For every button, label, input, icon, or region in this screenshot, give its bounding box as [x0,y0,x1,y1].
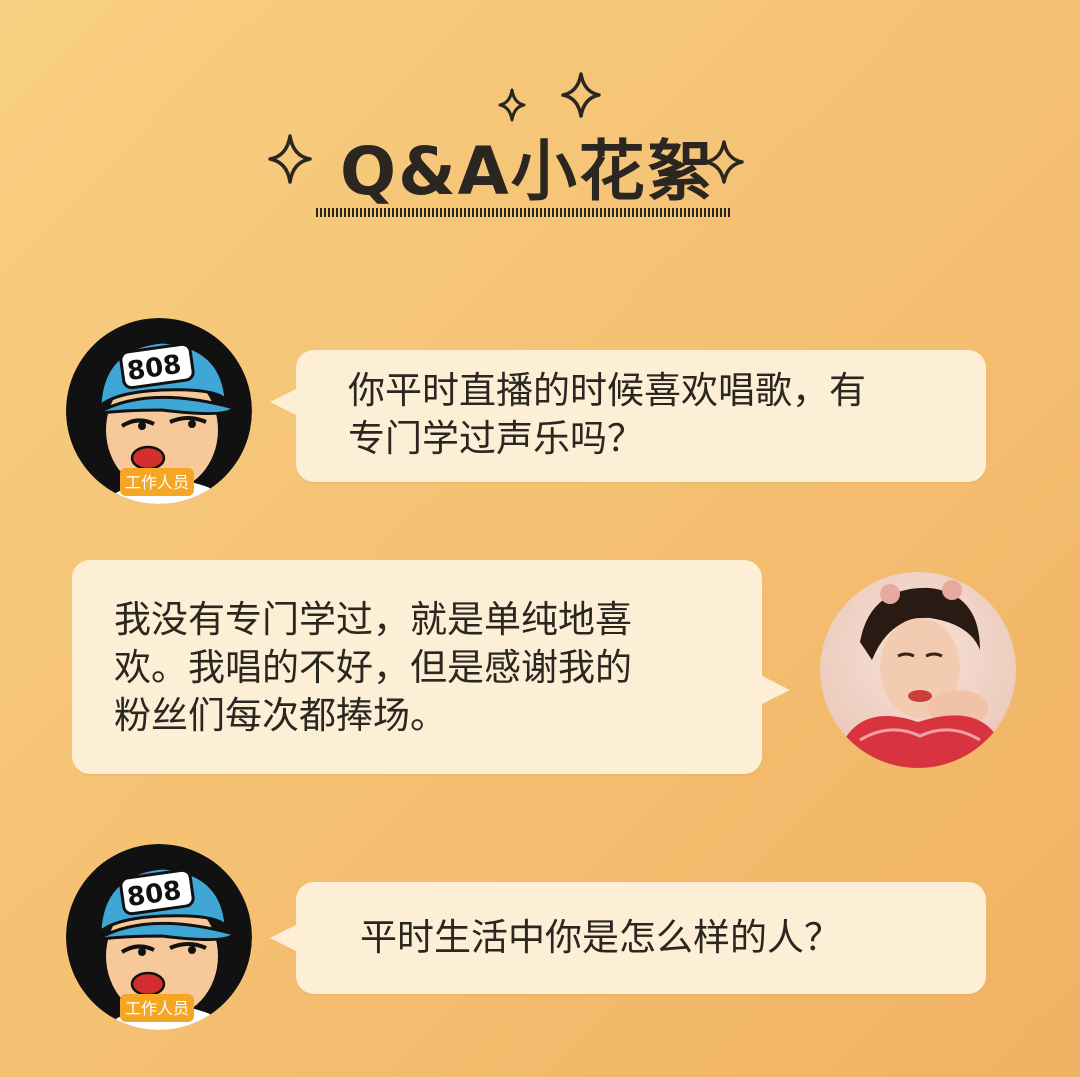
sparkle-icon [498,88,526,122]
message-text-2: 我没有专门学过，就是单纯地喜 欢。我唱的不好，但是感谢我的 粉丝们每次都捧场。 [114,598,632,737]
sparkle-icon [561,72,601,118]
bubble-tail [270,924,298,952]
title-section: Q&A小花絮 [0,0,1080,230]
cap-number: 808 [125,876,183,913]
message-bubble-1: 你平时直播的时候喜欢唱歌，有 专门学过声乐吗？ [296,350,986,482]
sparkle-icon [704,140,744,184]
page-title: Q&A小花絮 [340,133,715,210]
message-bubble-3: 平时生活中你是怎么样的人？ [296,882,986,994]
staff-badge: 工作人员 [125,473,189,492]
title-underline [316,208,730,217]
guest-avatar [820,572,1016,768]
message-text-1: 你平时直播的时候喜欢唱歌，有 专门学过声乐吗？ [348,369,866,460]
staff-avatar: 808 工作人员 [66,318,252,504]
message-bubble-2: 我没有专门学过，就是单纯地喜 欢。我唱的不好，但是感谢我的 粉丝们每次都捧场。 [72,560,762,774]
staff-badge: 工作人员 [125,999,189,1018]
message-text-3: 平时生活中你是怎么样的人？ [360,916,841,959]
staff-avatar: 808 工作人员 [66,844,252,1030]
bubble-tail [762,676,790,704]
sparkle-icon [268,134,312,184]
bubble-tail [270,388,298,416]
cap-number: 808 [125,350,183,387]
